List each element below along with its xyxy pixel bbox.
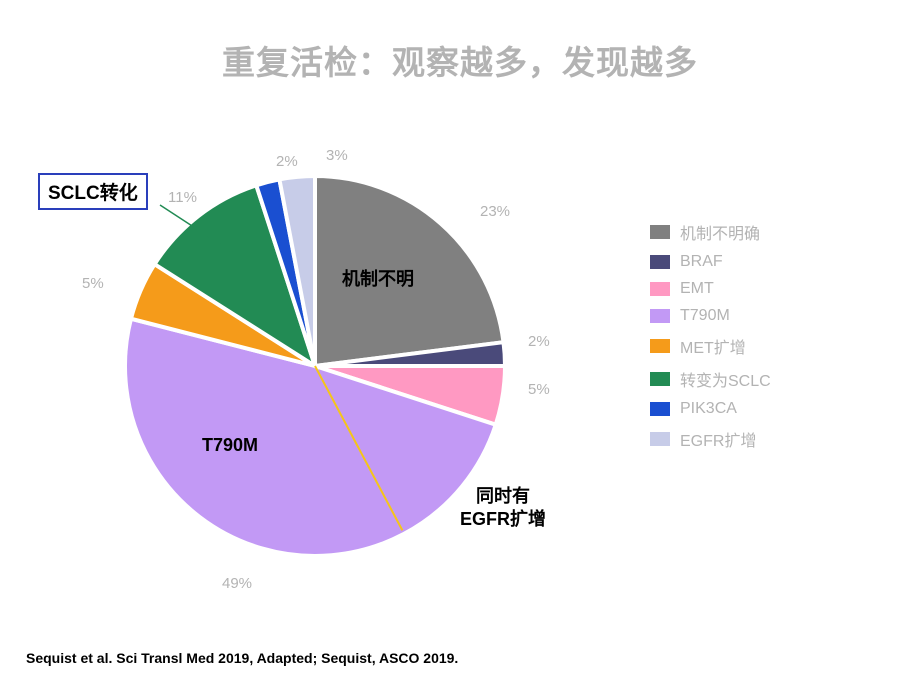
- egfr-annotation: 同时有 EGFR扩增: [460, 485, 546, 530]
- legend-item-sclc: 转变为SCLC: [650, 367, 771, 391]
- legend-swatch-egfr_amp: [650, 432, 670, 446]
- egfr-annotation-line1: 同时有: [476, 486, 530, 506]
- pct-label-metamp: 5%: [82, 275, 104, 292]
- pct-label-t790m: 49%: [222, 575, 252, 592]
- sclc-callout-box: SCLC转化: [38, 173, 148, 210]
- legend-label-braf: BRAF: [680, 253, 723, 271]
- legend-item-emt: EMT: [650, 280, 771, 298]
- legend-swatch-unknown: [650, 225, 670, 239]
- pct-label-pik3ca: 2%: [276, 153, 298, 170]
- legend-swatch-pik3ca: [650, 402, 670, 416]
- legend-label-egfr_amp: EGFR扩增: [680, 427, 756, 451]
- legend-swatch-braf: [650, 255, 670, 269]
- legend-label-sclc: 转变为SCLC: [680, 367, 771, 391]
- egfr-annotation-line2: EGFR扩增: [460, 509, 546, 529]
- legend-label-unknown: 机制不明确: [680, 220, 760, 244]
- legend-swatch-t790m: [650, 309, 670, 323]
- legend-label-t790m: T790M: [680, 307, 730, 325]
- legend: 机制不明确 BRAF EMT T790M MET扩增转变为SCLC PIK3CA EGFR扩…: [650, 220, 771, 460]
- page-title: 重复活检：观察越多，发现越多: [0, 36, 920, 84]
- pct-label-braf: 2%: [528, 333, 550, 350]
- legend-item-unknown: 机制不明确: [650, 220, 771, 244]
- inner-label-unknown: 机制不明: [342, 265, 414, 291]
- legend-swatch-emt: [650, 282, 670, 296]
- legend-swatch-met_amp: [650, 339, 670, 353]
- legend-item-egfr_amp: EGFR扩增: [650, 427, 771, 451]
- legend-item-braf: BRAF: [650, 253, 771, 271]
- legend-label-emt: EMT: [680, 280, 714, 298]
- citation-text: Sequist et al. Sci Transl Med 2019, Adap…: [26, 650, 458, 666]
- pie-chart-area: SCLC转化 机制不明 T790M 23% 2% 5% 49% 5% 11% 2…: [60, 125, 570, 585]
- pct-label-unknown: 23%: [480, 203, 510, 220]
- legend-label-pik3ca: PIK3CA: [680, 400, 737, 418]
- inner-label-t790m: T790M: [202, 435, 258, 456]
- pct-label-sclc: 11%: [168, 189, 197, 206]
- legend-swatch-sclc: [650, 372, 670, 386]
- legend-item-pik3ca: PIK3CA: [650, 400, 771, 418]
- legend-item-met_amp: MET扩增: [650, 334, 771, 358]
- pct-label-egframp: 3%: [326, 147, 348, 164]
- pct-label-emt: 5%: [528, 381, 550, 398]
- legend-label-met_amp: MET扩增: [680, 334, 746, 358]
- legend-item-t790m: T790M: [650, 307, 771, 325]
